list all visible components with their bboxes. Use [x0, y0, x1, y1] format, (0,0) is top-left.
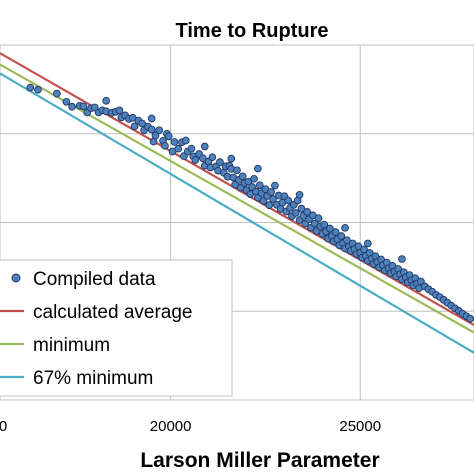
data-point-0: [27, 84, 34, 91]
data-point-35: [175, 145, 182, 152]
data-point-173: [364, 240, 371, 247]
x-tick-label-partial: 0: [0, 418, 7, 435]
data-point-170: [228, 155, 235, 162]
x-tick-label-0: 20000: [150, 418, 192, 435]
data-point-28: [156, 127, 163, 134]
data-point-67: [251, 175, 258, 182]
data-point-15: [116, 107, 123, 114]
data-point-76: [268, 189, 275, 196]
data-point-178: [182, 137, 189, 144]
data-point-41: [192, 157, 199, 164]
data-point-6: [80, 103, 87, 110]
data-point-2: [53, 90, 60, 97]
data-point-75: [266, 202, 273, 209]
data-point-169: [254, 165, 261, 172]
data-point-1: [35, 86, 42, 93]
legend-label-3: 67% minimum: [33, 368, 153, 389]
data-point-3: [63, 98, 70, 105]
legend: Compiled data calculated average minimum 67…: [0, 260, 232, 396]
data-point-32: [165, 133, 172, 140]
data-point-61: [239, 173, 246, 180]
data-point-168: [467, 315, 474, 322]
data-point-177: [103, 97, 110, 104]
legend-label-1: calculated average: [33, 302, 193, 323]
data-point-34: [171, 139, 178, 146]
x-tick-labels: 20000 25000 0: [0, 418, 381, 435]
data-point-4: [69, 103, 76, 110]
data-point-30: [162, 142, 169, 149]
data-point-47: [209, 154, 216, 161]
data-point-39: [188, 145, 195, 152]
data-point-176: [148, 115, 155, 122]
data-point-172: [342, 224, 349, 231]
x-tick-label-1: 25000: [339, 418, 381, 435]
legend-marker-compiled-data: [12, 274, 20, 282]
data-point-174: [399, 256, 406, 263]
data-point-78: [272, 182, 279, 189]
data-point-175: [296, 191, 303, 198]
x-axis-label: Larson Miller Parameter: [140, 449, 379, 472]
chart-title: Time to Rupture: [176, 20, 329, 42]
data-point-25: [148, 126, 155, 133]
legend-label-0: Compiled data: [33, 269, 156, 290]
data-point-58: [234, 167, 241, 174]
legend-label-2: minimum: [33, 335, 110, 356]
data-point-171: [201, 143, 208, 150]
data-point-101: [315, 215, 322, 222]
